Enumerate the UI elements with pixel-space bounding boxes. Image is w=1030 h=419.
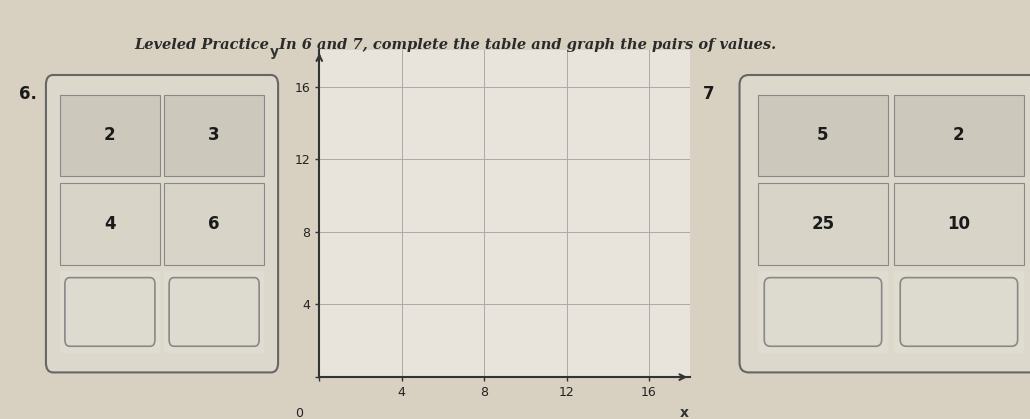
Text: 25: 25 <box>812 215 834 233</box>
Text: 5: 5 <box>817 127 829 145</box>
FancyBboxPatch shape <box>764 278 882 346</box>
FancyBboxPatch shape <box>894 183 1024 264</box>
FancyBboxPatch shape <box>165 183 264 264</box>
FancyBboxPatch shape <box>46 75 278 372</box>
FancyBboxPatch shape <box>900 278 1018 346</box>
Text: 0: 0 <box>295 407 303 419</box>
FancyBboxPatch shape <box>169 278 260 346</box>
FancyBboxPatch shape <box>758 271 888 353</box>
FancyBboxPatch shape <box>894 271 1024 353</box>
Text: 6.: 6. <box>19 85 36 103</box>
Text: 10: 10 <box>948 215 970 233</box>
FancyBboxPatch shape <box>60 271 160 353</box>
FancyBboxPatch shape <box>894 95 1024 176</box>
FancyBboxPatch shape <box>60 183 160 264</box>
FancyBboxPatch shape <box>165 271 264 353</box>
Text: 2: 2 <box>953 127 965 145</box>
Text: x: x <box>680 406 688 419</box>
Text: Leveled Practice  In 6 and 7, complete the table and graph the pairs of values.: Leveled Practice In 6 and 7, complete th… <box>134 38 777 52</box>
FancyBboxPatch shape <box>65 278 154 346</box>
Text: 3: 3 <box>208 127 220 145</box>
FancyBboxPatch shape <box>60 95 160 176</box>
Text: y: y <box>270 45 278 59</box>
FancyBboxPatch shape <box>740 75 1030 372</box>
Text: 7: 7 <box>703 85 715 103</box>
Text: 4: 4 <box>104 215 115 233</box>
FancyBboxPatch shape <box>758 95 888 176</box>
FancyBboxPatch shape <box>165 95 264 176</box>
Text: 2: 2 <box>104 127 115 145</box>
FancyBboxPatch shape <box>758 183 888 264</box>
Text: 6: 6 <box>208 215 219 233</box>
